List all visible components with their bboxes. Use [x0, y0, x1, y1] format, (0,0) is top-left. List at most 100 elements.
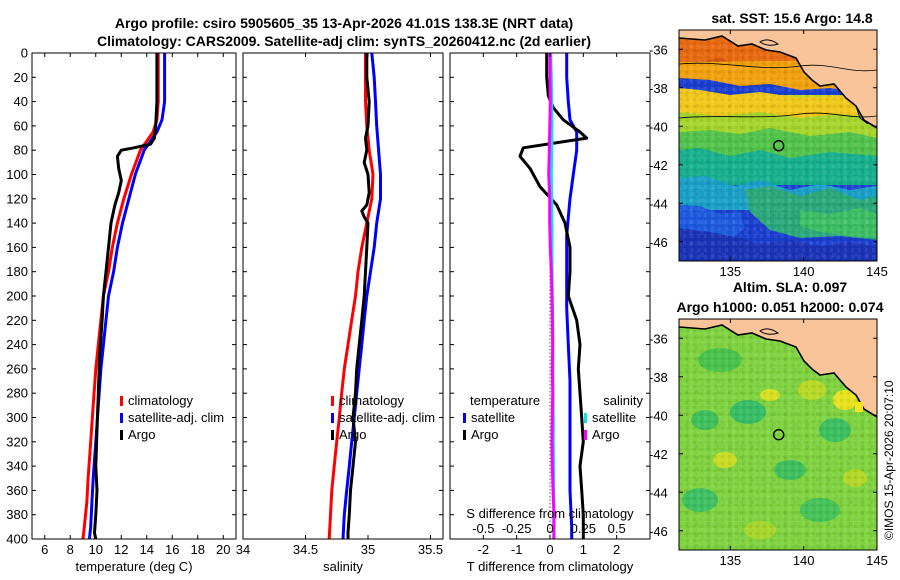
x-tick-label: 20 — [216, 542, 230, 557]
y-tick-label: 80 — [14, 143, 28, 158]
y-tick-label: 280 — [6, 386, 28, 401]
series-line-argo — [346, 53, 371, 539]
y-tick-label: 60 — [14, 118, 28, 133]
legend-s-argo-label: Argo — [592, 427, 619, 442]
x-tick-label: 1 — [580, 542, 587, 557]
legend-item-label: satellite-adj. clim — [339, 410, 435, 425]
x-tick-label: 35 — [361, 542, 375, 557]
y-tick-label: 180 — [6, 264, 28, 279]
figure-title-line-2: Climatology: CARS2009. Satellite-adj cli… — [97, 33, 591, 49]
map-y-tick-label: -40 — [649, 119, 668, 134]
legend-item-swatch — [331, 413, 334, 423]
secondary-tick-label: 0 — [546, 521, 553, 536]
legend-salinity-title: salinity — [603, 393, 643, 408]
legend-t-satellite-label: satellite — [471, 410, 515, 425]
difference-panel: -2 -1 0 1 2 T difference from climatology S di… — [449, 52, 651, 574]
series-line-satellite-adj-clim — [341, 52, 382, 540]
salinity-panel: 34 34.5 35 35.5 salinity climatology satellite… — [236, 52, 444, 574]
x-tick-label: 2 — [613, 542, 620, 557]
figure-title-line-1: Argo profile: csiro 5905605_35 13-Apr-20… — [115, 15, 573, 31]
sst-map-image — [679, 30, 877, 261]
x-tick-label: 18 — [191, 542, 205, 557]
sst-map-axes: 135 140 145 -36 -38 -40 -42 -44 -46 — [649, 30, 888, 279]
secondary-tick-label: 0.5 — [608, 521, 626, 536]
map-y-tick-label: -36 — [649, 331, 668, 346]
y-tick-label: 120 — [6, 191, 28, 206]
legend-item-label: climatology — [339, 393, 405, 408]
map-y-tick-label: -38 — [649, 370, 668, 385]
map-y-tick-label: -38 — [649, 81, 668, 96]
series-line-s-argo — [547, 53, 556, 539]
map-x-tick-label: 145 — [866, 553, 888, 568]
y-tick-label: 0 — [21, 46, 28, 61]
legend-item-swatch — [331, 396, 334, 406]
y-tick-label: 320 — [6, 434, 28, 449]
secondary-tick-label: 0.25 — [571, 521, 596, 536]
secondary-tick-label: -0.25 — [502, 521, 532, 536]
map-y-tick-label: -46 — [649, 235, 668, 250]
x-tick-label: 0 — [546, 542, 553, 557]
y-tick-label: 400 — [6, 532, 28, 547]
sla-map-image — [679, 319, 877, 550]
argo-position-marker-sst — [773, 139, 785, 152]
map-y-tick-label: -42 — [649, 158, 668, 173]
series-line-argo — [93, 53, 159, 540]
legend-item-label: satellite-adj. clim — [128, 410, 224, 425]
axes-frame — [242, 52, 444, 540]
y-tick-label: 40 — [14, 94, 28, 109]
legend-item-label: Argo — [128, 427, 155, 442]
legend-item-swatch — [331, 430, 334, 440]
sst-map-panel: sat. SST: 15.6 Argo: 14.8 — [649, 10, 888, 279]
map-x-tick-label: 135 — [719, 264, 741, 279]
sla-map-axes: 135 140 145 -36 -38 -40 -42 -44 -46 — [649, 319, 888, 568]
temperature-panel: 0 20 40 60 80 100 120 140 160 180 200 220 240 260 280 3… — [6, 46, 237, 574]
axes-frame — [31, 52, 237, 540]
y-tick-label: 20 — [14, 70, 28, 85]
y-tick-label: 160 — [6, 240, 28, 255]
y-tick-label: 240 — [6, 337, 28, 352]
x-tick-label: 16 — [165, 542, 179, 557]
sla-map-title-line-2: Argo h1000: 0.051 h2000: 0.074 — [676, 299, 883, 315]
map-x-tick-label: 140 — [793, 553, 815, 568]
series-line-climatology — [327, 53, 375, 540]
legend-t-satellite-swatch — [463, 413, 466, 423]
x-tick-label: 12 — [114, 542, 128, 557]
map-y-tick-label: -42 — [649, 447, 668, 462]
y-tick-label: 300 — [6, 410, 28, 425]
legend-t-argo-swatch — [463, 430, 466, 440]
y-tick-label: 360 — [6, 483, 28, 498]
y-tick-label: 140 — [6, 216, 28, 231]
legend-s-satellite-swatch — [584, 413, 587, 423]
secondary-axis-label: S difference from climatology — [466, 506, 634, 521]
sst-map-frame — [678, 29, 878, 262]
x-tick-label: 34.5 — [293, 542, 318, 557]
sla-map-title-line-1: Altim. SLA: 0.097 — [733, 279, 848, 295]
series-line-satellite-adj-clim — [87, 53, 167, 540]
imos-credit: ©IMOS 15-Apr-2026 20:07:10 — [882, 380, 896, 540]
map-x-tick-label: 135 — [719, 553, 741, 568]
legend-item-swatch — [120, 430, 123, 440]
secondary-tick-label: -0.5 — [472, 521, 494, 536]
y-tick-label: 260 — [6, 361, 28, 376]
legend-s-satellite-label: satellite — [592, 410, 636, 425]
y-tick-label: 220 — [6, 313, 28, 328]
sst-map-title: sat. SST: 15.6 Argo: 14.8 — [711, 10, 873, 26]
x-tick-label: 8 — [67, 542, 74, 557]
series-line-t-satellite — [565, 53, 579, 539]
x-axis-label: salinity — [323, 559, 363, 574]
x-tick-label: -1 — [511, 542, 523, 557]
map-y-tick-label: -44 — [649, 196, 668, 211]
legend-item-swatch — [120, 396, 123, 406]
x-tick-label: 34 — [236, 542, 250, 557]
argo-position-marker-sla — [773, 429, 785, 441]
legend-temperature-title: temperature — [470, 393, 540, 408]
series-line-t-argo — [518, 53, 589, 539]
x-axis-label: T difference from climatology — [467, 559, 634, 574]
legend-item-swatch — [120, 413, 123, 423]
y-tick-label: 340 — [6, 459, 28, 474]
sla-map-panel: Altim. SLA: 0.097 Argo h1000: 0.051 h200… — [649, 279, 888, 568]
x-tick-label: 10 — [89, 542, 103, 557]
legend-t-argo-label: Argo — [471, 427, 498, 442]
y-tick-label: 380 — [6, 507, 28, 522]
